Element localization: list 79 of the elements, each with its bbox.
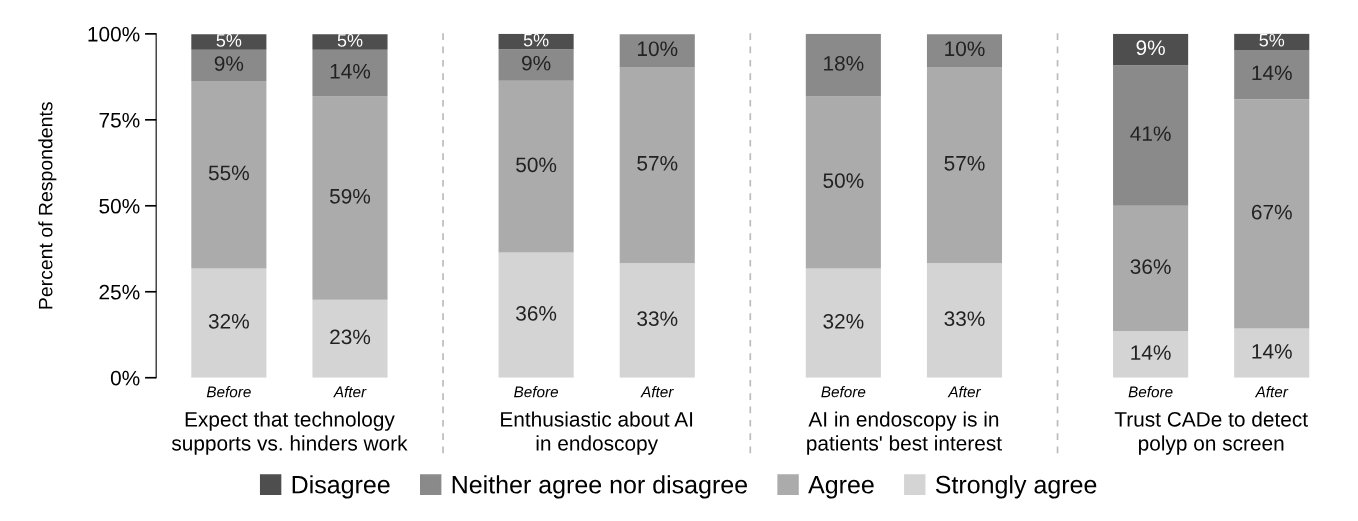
x-tick-label: After bbox=[640, 386, 674, 398]
y-tick-label: 75% bbox=[99, 112, 140, 128]
data-label: 5% bbox=[523, 33, 549, 47]
bar bbox=[498, 80, 574, 253]
data-label: 14% bbox=[1252, 344, 1292, 359]
data-label: 23% bbox=[330, 329, 371, 345]
x-axis-title: Trust CADe to detect polyp on screen bbox=[1114, 411, 1308, 455]
bar bbox=[1234, 33, 1310, 51]
data-label: 9% bbox=[522, 55, 551, 71]
data-label: 32% bbox=[208, 313, 249, 329]
legend-label: Neither agree nor disagree bbox=[452, 475, 747, 499]
data-label: 32% bbox=[823, 313, 864, 329]
data-label: 10% bbox=[945, 41, 985, 57]
y-tick-label: 0% bbox=[110, 370, 140, 386]
bar bbox=[805, 268, 881, 378]
x-tick-label: Before bbox=[514, 386, 559, 398]
bar bbox=[498, 49, 574, 81]
x-tick-label: Before bbox=[206, 386, 251, 398]
bar bbox=[805, 96, 881, 269]
bar bbox=[926, 66, 1003, 264]
data-label: 5% bbox=[216, 34, 242, 47]
data-label: 59% bbox=[329, 188, 371, 204]
data-label: 67% bbox=[1251, 204, 1292, 220]
data-label: 36% bbox=[516, 305, 557, 321]
data-label: 55% bbox=[208, 165, 249, 181]
data-label: 36% bbox=[1130, 259, 1171, 274]
data-label: 57% bbox=[637, 155, 678, 171]
x-tick-label: After bbox=[333, 386, 367, 398]
bar bbox=[312, 96, 388, 300]
bar bbox=[191, 49, 267, 81]
x-tick-label: Before bbox=[1128, 386, 1173, 398]
bar bbox=[926, 34, 1003, 67]
x-axis-title: AI in endoscopy is in patients' best interest bbox=[807, 411, 1002, 455]
x-axis-title: Enthusiastic about AI in endoscopy bbox=[501, 411, 693, 455]
data-label: 14% bbox=[330, 64, 371, 79]
data-label: 9% bbox=[214, 56, 244, 71]
data-label: 50% bbox=[823, 173, 864, 188]
data-label: 10% bbox=[637, 41, 678, 57]
bar bbox=[619, 263, 695, 378]
x-tick-label: After bbox=[1254, 386, 1289, 398]
bar bbox=[1113, 33, 1189, 66]
legend-label: Strongly agree bbox=[935, 475, 1097, 499]
data-label: 9% bbox=[1136, 40, 1165, 56]
x-tick-label: After bbox=[947, 386, 982, 398]
bar bbox=[312, 34, 388, 50]
x-axis-title: Expect that technology supports vs. hinders work bbox=[171, 411, 408, 455]
data-label: 41% bbox=[1130, 126, 1171, 141]
legend-label: Agree bbox=[808, 476, 874, 499]
y-tick-label: 100% bbox=[88, 26, 140, 42]
bar bbox=[191, 80, 267, 269]
data-label: 18% bbox=[824, 56, 864, 71]
bar bbox=[619, 66, 695, 264]
bar bbox=[1234, 99, 1310, 329]
x-tick-label: Before bbox=[821, 386, 866, 398]
data-label: 14% bbox=[1131, 345, 1171, 360]
data-label: 50% bbox=[516, 157, 557, 173]
bar bbox=[191, 268, 267, 378]
bar bbox=[619, 34, 695, 67]
bar bbox=[312, 49, 388, 97]
y-axis-title: Percent of Respondents bbox=[38, 102, 57, 309]
y-tick-label: 25% bbox=[99, 284, 140, 300]
bar bbox=[312, 299, 388, 378]
data-label: 5% bbox=[337, 34, 363, 47]
bar bbox=[805, 33, 881, 97]
data-label: 33% bbox=[944, 311, 985, 327]
legend-label: Disagree bbox=[292, 475, 390, 499]
data-label: 57% bbox=[944, 155, 985, 171]
data-label: 14% bbox=[1252, 65, 1292, 81]
bar bbox=[1234, 50, 1310, 100]
bar bbox=[1113, 330, 1189, 378]
data-label: 5% bbox=[1259, 33, 1285, 47]
bar bbox=[498, 252, 574, 378]
bar bbox=[1234, 328, 1310, 378]
y-tick-label: 50% bbox=[99, 198, 140, 214]
bar bbox=[1113, 65, 1189, 206]
bar bbox=[191, 34, 267, 50]
bar bbox=[1113, 205, 1189, 331]
data-label: 33% bbox=[637, 311, 678, 327]
bar bbox=[926, 263, 1003, 378]
